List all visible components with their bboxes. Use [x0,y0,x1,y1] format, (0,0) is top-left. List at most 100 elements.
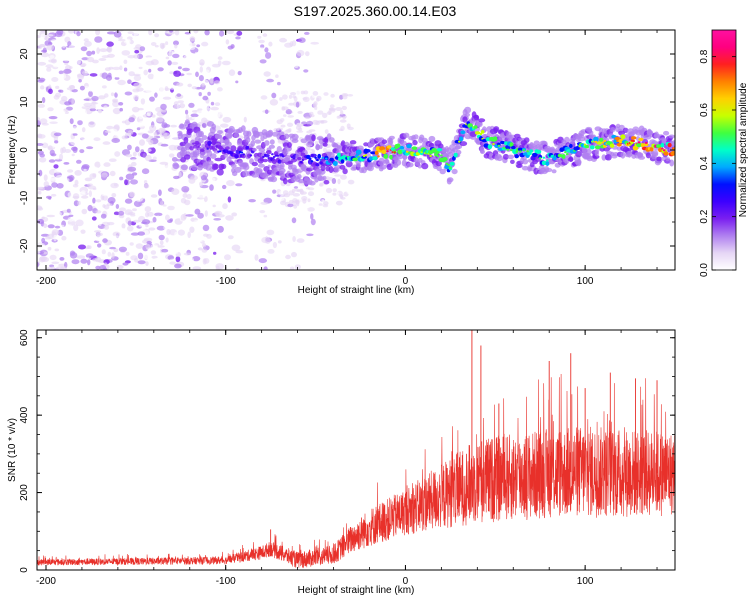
spectrogram-cell [186,193,192,200]
spectrogram-cell [95,210,102,214]
spectrogram-cell [267,116,276,120]
spectrogram-cell [45,34,49,41]
spectrogram-cell [629,131,635,137]
spectrogram-cell [192,142,195,145]
spectrogram-cell [522,149,526,152]
spectrogram-cell [214,80,221,85]
spectrogram-cell [335,200,343,206]
spectrogram-cell [114,84,122,90]
spectrogram-cell [320,158,326,162]
spectrogram-cell [146,112,151,117]
spectrogram-cell [215,263,224,270]
spectrogram-cell [296,123,304,127]
spectrogram-cell [145,243,151,249]
spectrogram-cell [81,138,89,145]
spectrogram-cell [310,213,314,220]
spectrogram-cell [379,146,386,151]
spectrogram-cell [235,219,244,224]
snr-x-label: Height of straight line (km) [298,585,415,596]
spectrogram-cell [189,36,196,42]
spectrogram-cell [92,258,99,262]
spectrogram-cell [258,258,267,264]
spectrogram-cell [492,142,495,146]
spectrogram-cell [341,105,347,111]
spectrogram-cell [300,208,309,212]
spectrogram-cell [594,145,601,150]
spectrogram-cell [92,197,96,204]
spectrogram-cell [164,165,172,169]
spectrogram-cell [134,49,140,54]
spectrogram-cell [234,188,242,193]
spectrogram-cell [44,73,53,77]
spectrogram-cell [68,44,77,52]
spectrogram-cell [310,153,317,158]
spectrogram-cell [511,145,516,150]
spectrogram-cell [115,204,120,209]
spectrogram-cell [95,235,103,242]
spectrogram-cell [48,159,56,163]
spectrogram-cell [517,147,524,151]
spectrogram-cell [273,151,279,156]
spectrogram-cell [107,115,115,120]
spectrogram-cell [308,111,314,116]
spectrogram-cell [131,144,136,148]
spectrogram-cell [95,30,101,36]
spectrogram-cell [53,164,59,169]
spectrogram-cell [186,224,192,227]
spectrogram-cell [153,74,157,80]
snr-x-ticks: -200 -100 0 100 [36,330,658,587]
spectrogram-cell [271,92,277,99]
spectrogram-cell [225,39,230,45]
spectrogram-cell [219,232,229,237]
spectrogram-cell [291,251,297,258]
spectrogram-cell [180,164,188,171]
spectrogram-cell [118,38,126,42]
spectrogram-cell [94,36,103,43]
spectrogram-cell [620,151,626,159]
spectrogram-cell [233,124,240,129]
spectrogram-cell [114,92,118,98]
spectrogram-cell [277,240,282,244]
spectrogram-cell [328,166,334,173]
spectrogram-cell [126,144,132,151]
spectrogram-cell [263,71,271,77]
spectrogram-cell [37,261,40,268]
spectrogram-cell [141,168,150,175]
spectrogram-cell [177,100,184,104]
spectrogram-cell [43,174,48,181]
spectrogram-cell [173,250,179,254]
spectrogram-cell [546,159,549,162]
spectrogram-cell [575,150,582,158]
spectrogram-cell [225,215,234,221]
spectrogram-cell [152,156,157,161]
spectrogram-cell [292,157,296,160]
spectrogram-cell [361,155,367,159]
spectrogram-cell [291,133,299,140]
spectrogram-cell [377,155,380,158]
spectrogram-cell [116,264,124,270]
spectrogram-cell [260,201,269,205]
spectrogram-cell [101,190,109,197]
spectrogram-cell [60,103,66,110]
spectrogram-cell [183,252,192,256]
spectrogram-cell [178,171,182,179]
spectrogram-cell [133,54,140,59]
spectrogram-cell [336,115,341,119]
spectrogram-cell [235,183,243,187]
spectrogram-cell [54,248,60,252]
spectrogram-cell [232,90,240,97]
spectrogram-cell [156,182,161,187]
spectrogram-cell [95,265,101,270]
spectrogram-cell [106,230,115,236]
x-tick-label: 0 [403,576,409,587]
spectrogram-cell [417,164,422,169]
spectrogram-cell [197,164,204,171]
spectrogram-cell [137,231,145,236]
spectrogram-cell [323,92,329,96]
spectrogram-cell [202,224,210,232]
spectrogram-cell [79,149,85,154]
spectrogram-cell [100,123,108,130]
spectrogram-cell [154,79,162,84]
spectrogram-cell [479,146,485,154]
spectrogram-cell [447,163,450,167]
